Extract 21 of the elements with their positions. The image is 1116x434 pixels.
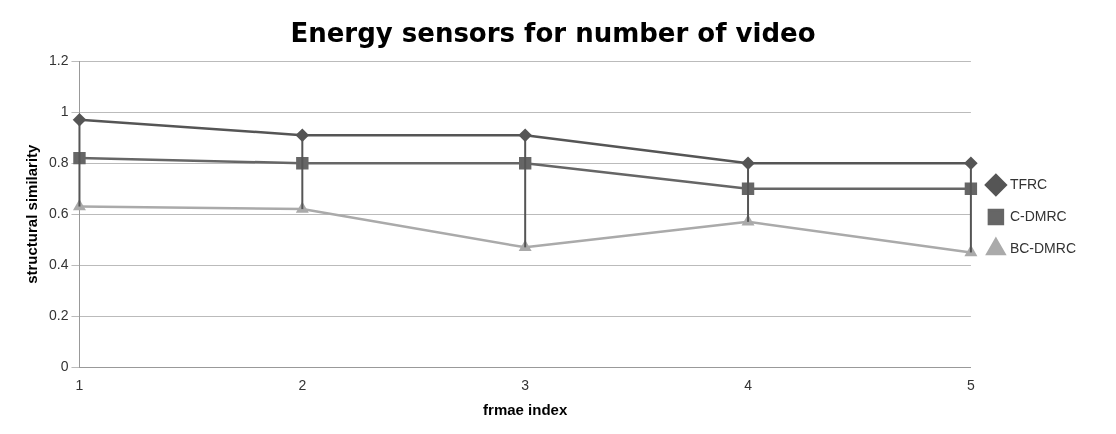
legend-label: C-DMRC xyxy=(1009,207,1067,224)
y-tick-label: 0 xyxy=(60,358,69,375)
x-tick-label: 5 xyxy=(967,377,975,394)
x-tick-label: 2 xyxy=(298,377,307,394)
y-tick-label: 0.2 xyxy=(48,307,69,324)
x-tick-label: 4 xyxy=(744,377,753,394)
legend-label: TFRC xyxy=(1009,175,1048,192)
x-tick-label: 3 xyxy=(521,377,530,394)
x-axis-title: frmae index xyxy=(483,401,568,419)
x-tick-label: 1 xyxy=(75,377,84,394)
chart-title: Energy sensors for number of video xyxy=(290,18,816,49)
point xyxy=(964,156,978,170)
point xyxy=(296,128,309,142)
y-axis-title: structural similarity xyxy=(23,143,41,284)
y-tick-label: 0.4 xyxy=(48,256,69,273)
legend-label: BC-DMRC xyxy=(1009,239,1077,256)
y-tick-label: 1.2 xyxy=(48,52,69,69)
point xyxy=(518,128,532,142)
y-tick-label: 0.8 xyxy=(48,154,69,171)
y-tick-label: 1 xyxy=(60,103,69,120)
y-tick-label: 0.6 xyxy=(48,205,69,222)
